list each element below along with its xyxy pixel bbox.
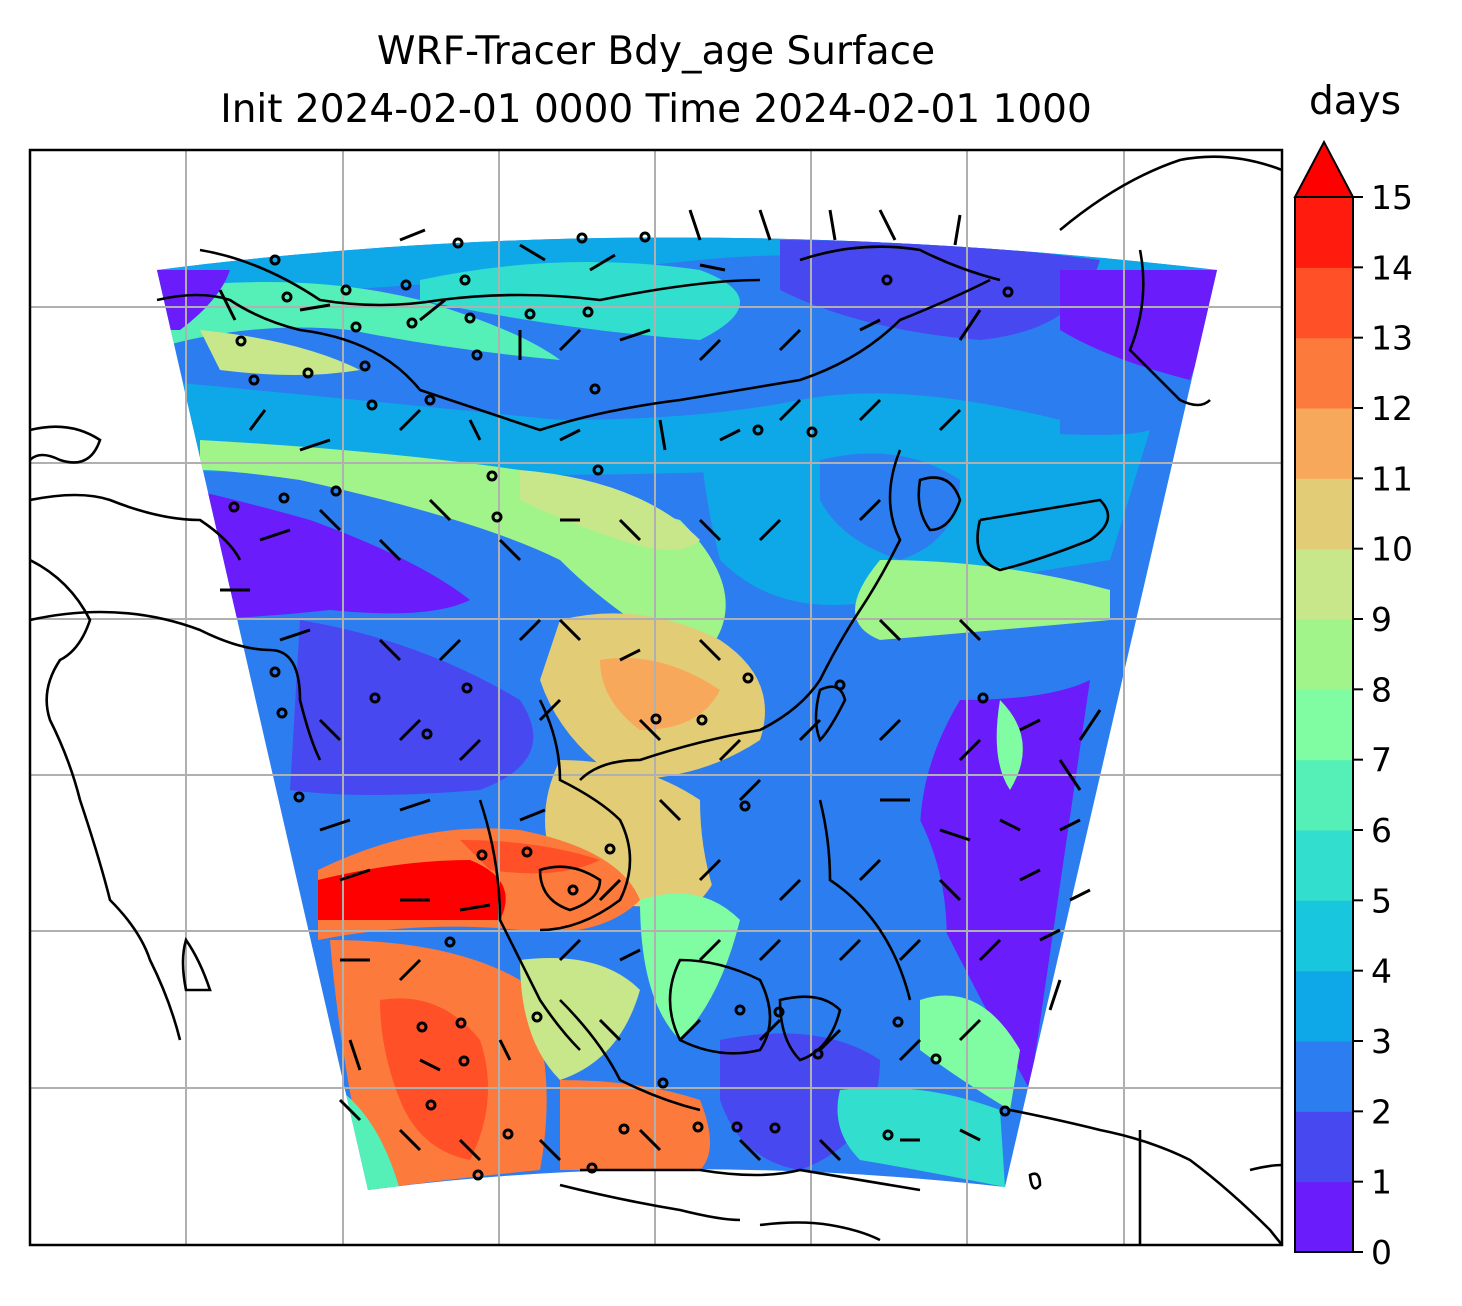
map-axes-frame: [28, 148, 1284, 1247]
colorbar-segment: [1295, 1181, 1353, 1253]
colorbar-segment: [1295, 970, 1353, 1042]
colorbar-segment: [1295, 548, 1353, 620]
colorbar-segment: [1295, 197, 1353, 268]
colorbar-tick-label: 13: [1371, 319, 1413, 358]
colorbar-tick-label: 14: [1371, 248, 1413, 287]
colorbar-segment: [1295, 478, 1353, 550]
colorbar-segment: [1295, 267, 1353, 339]
colorbar-tick-label: 10: [1371, 530, 1413, 569]
colorbar-segment: [1295, 759, 1353, 831]
colorbar-tick-label: 15: [1371, 178, 1413, 217]
colorbar-tick-label: 2: [1371, 1092, 1392, 1131]
calm-wind-markers: [228, 231, 1014, 1181]
colorbar-segment: [1295, 689, 1353, 761]
colorbar-segment: [1295, 900, 1353, 972]
colorbar-tick-label: 5: [1371, 881, 1392, 920]
colorbar-tick-label: 6: [1371, 811, 1392, 850]
colorbar-segment: [1295, 1041, 1353, 1112]
colorbar-tick-label: 3: [1371, 1022, 1392, 1061]
colorbar-segment: [1295, 337, 1353, 409]
map-subtitle: Init 2024-02-01 0000 Time 2024-02-01 100…: [220, 87, 1092, 132]
map-title: WRF-Tracer Bdy_age Surface: [376, 29, 936, 74]
colorbar-segment: [1295, 830, 1353, 901]
colorbar-tick-label: 12: [1371, 389, 1413, 428]
colorbar-segment: [1295, 619, 1353, 690]
colorbar-outline: [1294, 197, 1354, 1253]
colorbar-segment: [1295, 1111, 1353, 1183]
colorbar-tick-label: 1: [1371, 1163, 1392, 1202]
colorbar-tick-label: 9: [1371, 600, 1392, 639]
tracer-age-field: [157, 237, 1217, 1190]
colorbar-segment: [1295, 408, 1353, 479]
wind-barbs: [218, 209, 1102, 1162]
map-gridlines: [30, 150, 1282, 1245]
colorbar-tick-label: 8: [1371, 670, 1392, 709]
colorbar-tick-label: 11: [1371, 459, 1413, 498]
colorbar-tick-label: 7: [1371, 741, 1392, 780]
colorbar-extend-arrow: [1293, 139, 1355, 198]
colorbar-unit-label: days: [1308, 79, 1402, 124]
colorbar-tick-label: 0: [1371, 1233, 1392, 1272]
coastlines: [30, 155, 1282, 1245]
colorbar-tick-label: 4: [1371, 952, 1392, 991]
